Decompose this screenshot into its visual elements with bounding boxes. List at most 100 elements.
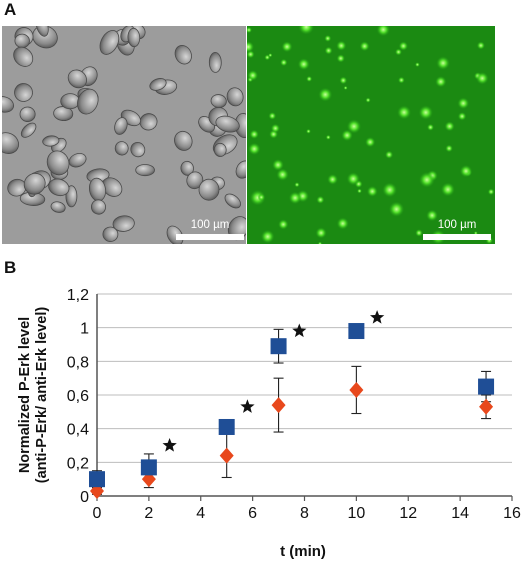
- brightfield-cell: [20, 122, 37, 138]
- fluorescent-cell: [276, 168, 289, 181]
- fluorescent-cell: [260, 229, 275, 244]
- brightfield-scalebar: [176, 234, 244, 240]
- fluorescent-cell: [336, 217, 349, 230]
- significance-star: [292, 323, 307, 338]
- x-tick-label: 12: [399, 505, 417, 522]
- brightfield-cell: [226, 87, 244, 107]
- brightfield-cell: [114, 141, 129, 156]
- brightfield-cell: [14, 83, 33, 102]
- brightfield-cell: [77, 88, 99, 115]
- fluorescent-cell: [327, 174, 338, 185]
- significance-star: [240, 399, 255, 413]
- x-tick-label: 4: [196, 505, 205, 522]
- brightfield-scalebar-label: 100 µm: [190, 219, 230, 231]
- fluorescent-cell: [339, 76, 348, 85]
- x-tick-label: 6: [248, 505, 257, 522]
- fluorescent-cell: [459, 164, 473, 178]
- fluorescent-cell: [324, 46, 333, 55]
- fluorescent-cell: [306, 75, 313, 82]
- brightfield-cell: [114, 117, 128, 135]
- brightfield-cell: [101, 177, 123, 197]
- fluorescence-image: [247, 26, 495, 244]
- fluorescent-cell: [398, 41, 409, 51]
- y-tick-label: 0,6: [67, 388, 89, 405]
- blue-square-point: [478, 378, 495, 395]
- fluorescent-cell: [315, 227, 327, 239]
- fluorescent-cell: [341, 129, 353, 142]
- fluorescent-cell: [281, 41, 293, 53]
- red-diamond-point: [349, 381, 364, 398]
- y-tick-label: 0,4: [67, 422, 89, 439]
- fluorescent-cell: [280, 58, 288, 67]
- fluorescent-cell: [395, 48, 402, 56]
- brightfield-cell: [198, 178, 220, 201]
- fluorescent-cell: [297, 58, 310, 71]
- fluorescent-cell: [298, 26, 315, 35]
- brightfield-cell: [42, 135, 60, 147]
- fluorescent-cell: [444, 121, 455, 132]
- fluorescent-cell: [440, 182, 455, 197]
- y-tick-label: 0,8: [67, 354, 89, 371]
- fluorescent-cell: [487, 188, 495, 196]
- fluorescent-cell: [397, 105, 412, 120]
- brightfield-cell: [135, 164, 155, 177]
- x-axis-title: t (min): [280, 543, 326, 560]
- red-diamond-point: [479, 398, 494, 415]
- blue-square-point: [348, 323, 365, 340]
- x-tick-labels: 0 2 4 6 8 10 12 14 16: [93, 496, 521, 522]
- fluorescent-cell: [268, 112, 277, 120]
- brightfield-cell: [23, 173, 46, 195]
- brightfield-cell: [46, 150, 70, 176]
- fluorescent-cell: [419, 171, 435, 188]
- brightfield-cell: [13, 46, 34, 67]
- blue-square-point: [89, 471, 105, 488]
- x-tick-label: 2: [144, 505, 153, 522]
- fluorescent-cell: [376, 26, 390, 37]
- fluorescent-cell: [476, 72, 489, 85]
- brightfield-cell: [224, 193, 241, 209]
- fluorescent-cell: [249, 129, 259, 139]
- y-tick-label: 0: [80, 489, 89, 506]
- panel-b-label: B: [4, 258, 17, 277]
- y-axis-title-line1: Normalized P-Erk level: [17, 317, 33, 473]
- blue-square-point: [218, 418, 235, 435]
- y-tick-labels: 0 0,2 0,4 0,6 0,8 1 1,2: [67, 287, 89, 506]
- brightfield-image: [2, 26, 246, 244]
- blue-square-point: [270, 338, 287, 355]
- fluorescent-cell: [268, 53, 273, 58]
- fluorescent-cell: [357, 188, 362, 194]
- fluorescent-cell: [426, 209, 438, 222]
- y-axis-title-line2: (anti-P-Erk/ anti-Erk level): [34, 307, 50, 484]
- fluorescent-cell: [278, 219, 289, 230]
- fluorescence-scalebar-label: 100 µm: [437, 219, 477, 231]
- x-tick-label: 8: [300, 505, 309, 522]
- y-tick-label: 0,2: [67, 455, 89, 472]
- fluorescent-cell: [270, 123, 280, 133]
- fluorescent-cell: [336, 54, 345, 63]
- y-tick-label: 1,2: [67, 287, 89, 304]
- fluorescent-cell: [476, 41, 485, 50]
- brightfield-cell: [127, 27, 141, 48]
- brightfield-cell: [2, 96, 15, 113]
- red-diamond-point: [271, 397, 286, 414]
- fluorescent-cell: [318, 87, 333, 102]
- fluorescent-cell: [288, 191, 302, 205]
- fluorescent-cell: [346, 119, 362, 134]
- y-tick-label: 1: [80, 321, 89, 338]
- brightfield-cell: [60, 93, 80, 110]
- fluorescence-scalebar: [423, 234, 491, 240]
- brightfield-cell: [2, 132, 19, 154]
- brightfield-cell: [174, 44, 192, 65]
- fluorescent-cell: [366, 185, 378, 197]
- fluorescent-cell: [325, 134, 331, 140]
- significance-star: [370, 310, 385, 324]
- brightfield-cell: [112, 215, 135, 232]
- brightfield-cell: [149, 78, 167, 91]
- x-tick-label: 10: [347, 505, 365, 522]
- brightfield-cell: [166, 225, 184, 244]
- fluorescent-cell: [359, 41, 370, 52]
- brightfield-cell: [68, 152, 87, 168]
- x-tick-label: 14: [451, 505, 469, 522]
- fluorescence-micrograph: 100 µm: [247, 26, 495, 244]
- fluorescent-cell: [336, 40, 347, 51]
